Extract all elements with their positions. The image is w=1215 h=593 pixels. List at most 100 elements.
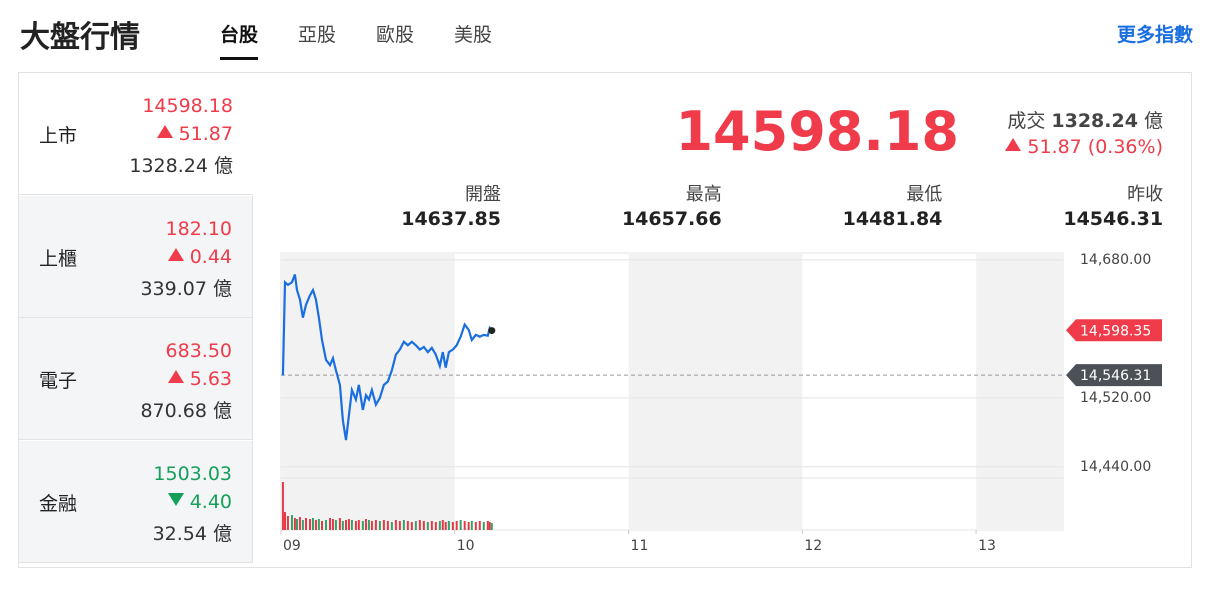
change-value: 5.63 (189, 368, 232, 390)
volume-bar (441, 520, 444, 530)
change-value: 51.87 (178, 123, 233, 145)
volume-bar (386, 521, 389, 530)
volume-bar (290, 515, 293, 530)
volume-bar (459, 520, 462, 530)
session-band (628, 253, 803, 530)
market-name: 上櫃 (39, 247, 78, 270)
volume-bar (378, 521, 381, 530)
volume-bar (283, 512, 286, 530)
volume-bar (451, 522, 454, 530)
market-change: 0.44 (167, 246, 232, 268)
volume-bar (364, 519, 367, 530)
market-price: 683.50 (165, 340, 232, 362)
volume-bar (317, 519, 320, 530)
market-row[interactable]: 金融 1503.03 4.40 32.54 億 (19, 440, 253, 563)
market-row[interactable]: 上市 14598.18 51.87 1328.24 億 (19, 73, 253, 195)
volume-bar (455, 521, 458, 530)
volume-bar (298, 517, 301, 530)
market-change: 5.63 (167, 368, 232, 390)
turnover-unit: 億 (1143, 110, 1163, 132)
volume-bar (398, 521, 401, 530)
volume-bar (321, 521, 324, 530)
prev-close-tag (1066, 364, 1162, 387)
volume-bar (402, 520, 405, 530)
more-link[interactable]: 更多指數 (1116, 24, 1193, 46)
last-point (488, 327, 496, 335)
price-line (281, 274, 493, 441)
volume-bar (422, 521, 425, 530)
stat-label: 昨收 (1127, 184, 1164, 205)
volume-bar (426, 522, 429, 530)
volume-bar (382, 520, 385, 530)
volume-bar (325, 520, 328, 530)
volume-bar (447, 521, 450, 530)
volume-bar (301, 520, 304, 530)
page-title: 大盤行情 (20, 20, 140, 55)
up-arrow (1005, 138, 1022, 151)
volume-bar (334, 520, 337, 530)
y-tick-label: 14,440.00 (1080, 459, 1151, 475)
volume-bar (370, 521, 373, 530)
market-tab[interactable]: 台股 (220, 20, 259, 60)
up-arrow (156, 125, 173, 138)
market-tab[interactable]: 亞股 (298, 24, 337, 46)
volume-bar (286, 516, 289, 530)
market-volume: 339.07 億 (140, 277, 232, 300)
market-volume: 32.54 億 (152, 522, 232, 545)
volume-bar (344, 520, 347, 530)
volume-bar (474, 522, 477, 530)
volume-bar (354, 521, 357, 530)
volume-bar (347, 519, 350, 530)
last-price-label: 14,598.35 (1080, 323, 1151, 339)
market-change: 4.40 (167, 490, 232, 513)
volume-bar (367, 520, 370, 530)
turnover: 成交 1328.24 億 (1007, 106, 1163, 133)
up-arrow (167, 370, 184, 383)
market-tab[interactable]: 美股 (454, 24, 493, 46)
volume-bar (430, 521, 433, 530)
index-price: 14598.18 (675, 100, 959, 163)
panel (18, 72, 1192, 568)
volume-bar (314, 520, 317, 530)
volume-bar (394, 520, 397, 530)
volume-bar (350, 520, 353, 530)
last-price-tag (1066, 319, 1162, 342)
market-price: 1503.03 (153, 462, 232, 485)
y-tick-label: 14,680.00 (1080, 252, 1151, 268)
market-tab[interactable]: 歐股 (376, 24, 415, 46)
stat-label: 開盤 (465, 184, 501, 205)
x-tick-label: 13 (978, 538, 996, 554)
change-value: 4.40 (189, 490, 232, 513)
index-change: 51.87 (0.36%) (1005, 136, 1163, 158)
volume-bar (418, 520, 421, 530)
volume-bar (486, 521, 489, 530)
market-change: 51.87 (156, 123, 233, 145)
volume-bar (295, 519, 298, 530)
market-volume: 870.68 億 (140, 400, 232, 422)
x-tick-label: 10 (457, 538, 475, 554)
volume-bar (463, 521, 466, 530)
stat-value: 14546.31 (1063, 208, 1164, 230)
volume-bar (281, 482, 284, 530)
volume-bar (444, 522, 447, 530)
x-tick-label: 09 (283, 538, 301, 554)
market-volume: 1328.24 億 (129, 155, 233, 177)
volume-bar (406, 521, 409, 530)
volume-bar (482, 522, 485, 530)
session-band (281, 253, 455, 530)
volume-bar (488, 522, 491, 530)
down-arrow (167, 492, 184, 506)
volume-bar (470, 521, 473, 530)
stat-value: 14481.84 (842, 208, 943, 230)
volume-bar (309, 519, 312, 530)
market-price: 182.10 (165, 217, 232, 240)
change-text: 51.87 (0.36%) (1027, 136, 1163, 158)
market-row[interactable]: 上櫃 182.10 0.44 339.07 億 (19, 195, 253, 318)
market-name: 金融 (39, 492, 78, 515)
volume-bar (357, 520, 360, 530)
volume-bar (311, 518, 314, 530)
volume-bar (331, 519, 334, 530)
market-row[interactable]: 電子 683.50 5.63 870.68 億 (19, 318, 253, 440)
